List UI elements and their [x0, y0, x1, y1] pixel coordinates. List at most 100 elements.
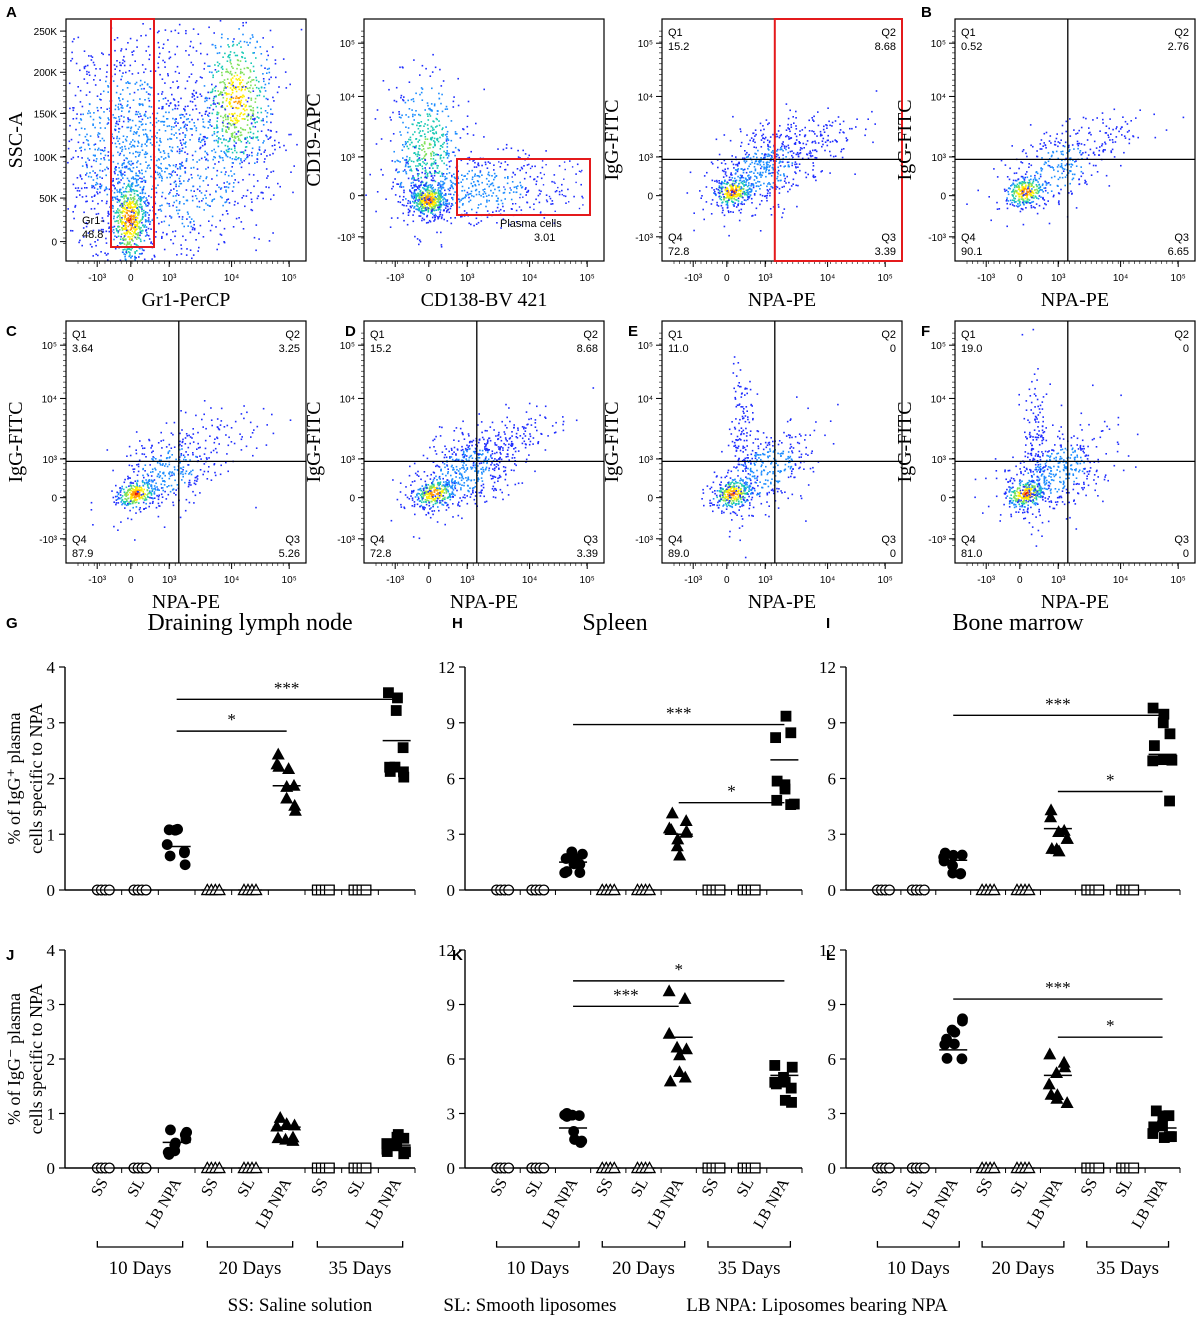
flow-event: [145, 203, 147, 206]
flow-event: [829, 150, 831, 153]
flow-event: [728, 199, 730, 201]
flow-event: [483, 136, 485, 138]
flow-event: [84, 128, 86, 130]
flow-event: [421, 203, 424, 206]
flow-event: [142, 23, 144, 25]
flow-event: [114, 128, 116, 131]
flow-event: [240, 140, 243, 143]
flow-event: [216, 117, 219, 119]
flow-event: [264, 90, 267, 92]
flow-event: [543, 173, 545, 176]
flow-event: [235, 151, 238, 154]
flow-event: [127, 207, 130, 209]
flow-event: [139, 220, 141, 223]
flow-event: [225, 129, 227, 131]
flow-event: [507, 177, 509, 180]
flow-event: [266, 58, 268, 61]
flow-event: [211, 83, 213, 86]
flow-event: [745, 181, 747, 183]
panel-letter-c: C: [6, 323, 17, 340]
flow-event: [168, 111, 170, 114]
flow-event: [272, 170, 275, 173]
flow-event: [509, 187, 511, 189]
flow-event: [99, 163, 102, 165]
flow-event: [140, 198, 143, 201]
flow-event: [797, 155, 800, 158]
flow-event: [228, 100, 231, 103]
flow-event: [575, 173, 577, 175]
flow-event: [125, 221, 127, 223]
flow-event: [216, 61, 219, 64]
flow-event: [770, 175, 773, 177]
flow-event: [139, 196, 141, 198]
flow-event: [718, 195, 720, 198]
flow-event: [262, 142, 264, 144]
flow-event: [854, 173, 856, 175]
flow-event: [223, 151, 225, 153]
flow-event: [243, 67, 246, 70]
flow-event: [219, 195, 222, 198]
flow-event: [272, 96, 274, 99]
flow-event: [771, 172, 773, 174]
flow-event: [396, 217, 399, 219]
flow-event: [185, 254, 188, 256]
flow-event: [516, 187, 518, 190]
flow-event: [701, 195, 703, 197]
flow-event: [256, 197, 259, 200]
flow-event: [415, 208, 417, 210]
flow-event: [133, 198, 136, 200]
flow-event: [168, 205, 171, 207]
flow-event: [430, 201, 432, 204]
flow-event: [85, 139, 88, 141]
flow-event: [776, 177, 778, 180]
flow-event: [454, 183, 456, 185]
flow-event: [131, 218, 133, 220]
flow-event: [163, 152, 166, 154]
flow-event: [251, 209, 254, 212]
flow-event: [246, 189, 249, 192]
flow-event: [419, 148, 421, 150]
flow-event: [74, 187, 77, 189]
flow-event: [874, 123, 876, 125]
flow-event: [759, 230, 762, 232]
flow-event: [772, 163, 774, 166]
flow-event: [73, 217, 75, 220]
flow-event: [726, 191, 729, 194]
flow-event: [228, 56, 231, 59]
flow-xtick-label: -10³: [88, 273, 106, 284]
flow-event: [726, 203, 728, 206]
flow-event: [177, 212, 179, 215]
flow-event: [516, 168, 519, 170]
flow-event: [488, 174, 491, 177]
flow-ylabel: CD19-APC: [303, 93, 325, 186]
flow-event: [78, 190, 81, 192]
flow-event: [431, 136, 434, 139]
flow-event: [759, 193, 762, 196]
flow-event: [760, 200, 763, 202]
flow-event: [750, 190, 752, 193]
flow-event: [113, 64, 116, 66]
flow-event: [181, 222, 184, 225]
flow-event: [478, 191, 481, 193]
flow-event: [230, 78, 232, 81]
flow-event: [436, 113, 439, 115]
flow-event: [118, 199, 121, 201]
flow-event: [97, 136, 100, 138]
flow-event: [788, 137, 791, 140]
flow-event: [795, 166, 797, 168]
flow-event: [799, 149, 802, 151]
flow-event: [173, 188, 175, 190]
flow-event: [95, 160, 97, 163]
flow-event: [198, 206, 201, 208]
flow-event: [787, 127, 789, 129]
flow-event: [206, 97, 208, 100]
flow-event: [754, 169, 757, 172]
flow-event: [241, 197, 243, 199]
flow-event: [132, 240, 134, 242]
flow-event: [252, 90, 255, 92]
flow-event: [755, 133, 757, 136]
flow-event: [111, 133, 113, 136]
flow-event: [474, 175, 476, 177]
flow-event: [431, 87, 433, 90]
flow-event: [142, 188, 145, 191]
